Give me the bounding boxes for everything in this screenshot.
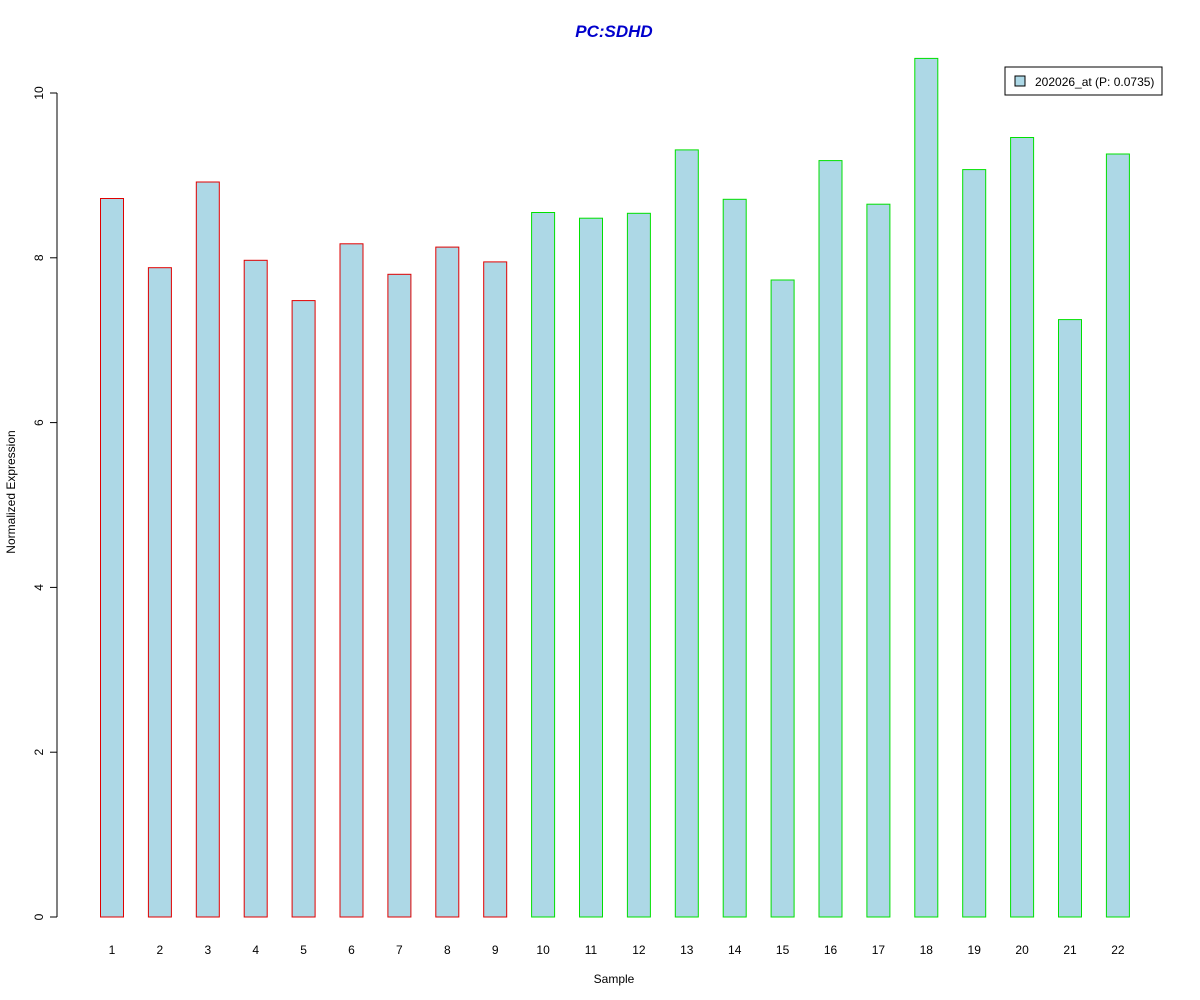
x-tick-label: 9 <box>492 943 499 957</box>
bar-sample-7 <box>387 273 412 918</box>
legend: 202026_at (P: 0.0735) <box>1004 66 1163 96</box>
x-tick-label: 12 <box>632 943 646 957</box>
chart-title: PC:SDHD <box>575 22 652 41</box>
x-tick-labels: 1 2 3 4 5 6 7 8 9 10 11 12 13 14 15 16 17 18 19 20 21 22 <box>109 943 1125 957</box>
bar-sample-2 <box>147 267 172 918</box>
legend-label: 202026_at (P: 0.0735) <box>1035 75 1154 89</box>
bar-sample-9 <box>483 261 508 918</box>
x-tick-label: 22 <box>1111 943 1125 957</box>
x-tick-label: 2 <box>157 943 164 957</box>
bar-sample-15 <box>770 279 795 918</box>
x-tick-label: 4 <box>252 943 259 957</box>
x-tick-label: 14 <box>728 943 742 957</box>
y-axis-label: Normalized Expression <box>4 430 18 553</box>
bar-sample-19 <box>962 169 987 918</box>
y-tick-label: 2 <box>32 749 46 756</box>
x-tick-label: 8 <box>444 943 451 957</box>
x-tick-label: 20 <box>1015 943 1029 957</box>
x-tick-label: 21 <box>1063 943 1077 957</box>
bar-sample-14 <box>722 198 747 918</box>
bar-sample-8 <box>435 246 460 918</box>
y-axis: 0 2 4 6 8 10 <box>32 86 58 920</box>
y-tick-label: 0 <box>32 913 46 920</box>
x-tick-label: 7 <box>396 943 403 957</box>
bar-sample-21 <box>1058 319 1082 918</box>
bar-sample-4 <box>243 259 268 918</box>
x-tick-label: 13 <box>680 943 694 957</box>
x-tick-label: 1 <box>109 943 116 957</box>
bars-group <box>100 57 1130 918</box>
bar-sample-10 <box>531 212 556 918</box>
bar-sample-18 <box>914 57 939 918</box>
y-tick-label: 8 <box>32 254 46 261</box>
y-tick-label: 6 <box>32 419 46 426</box>
x-tick-label: 5 <box>300 943 307 957</box>
legend-box <box>1004 66 1163 96</box>
bar-sample-11 <box>579 217 603 918</box>
bar-sample-20 <box>1010 137 1035 918</box>
x-tick-label: 17 <box>872 943 886 957</box>
x-tick-label: 15 <box>776 943 790 957</box>
bar-sample-5 <box>291 300 316 918</box>
x-axis-label: Sample <box>594 972 635 986</box>
bar-sample-3 <box>195 181 220 918</box>
bar-sample-13 <box>674 149 699 918</box>
bar-sample-6 <box>339 243 364 918</box>
x-tick-label: 6 <box>348 943 355 957</box>
x-tick-label: 18 <box>920 943 934 957</box>
bar-sample-1 <box>100 198 124 918</box>
legend-swatch <box>1014 75 1026 87</box>
x-tick-label: 16 <box>824 943 838 957</box>
y-tick-label: 10 <box>32 86 46 100</box>
bar-sample-22 <box>1105 153 1130 918</box>
y-tick-label: 4 <box>32 584 46 591</box>
x-tick-label: 11 <box>585 943 598 957</box>
bar-sample-16 <box>818 160 843 918</box>
x-tick-label: 19 <box>968 943 982 957</box>
bar-sample-12 <box>626 212 651 918</box>
x-tick-label: 10 <box>536 943 550 957</box>
bar-sample-17 <box>866 203 891 918</box>
x-tick-label: 3 <box>204 943 211 957</box>
